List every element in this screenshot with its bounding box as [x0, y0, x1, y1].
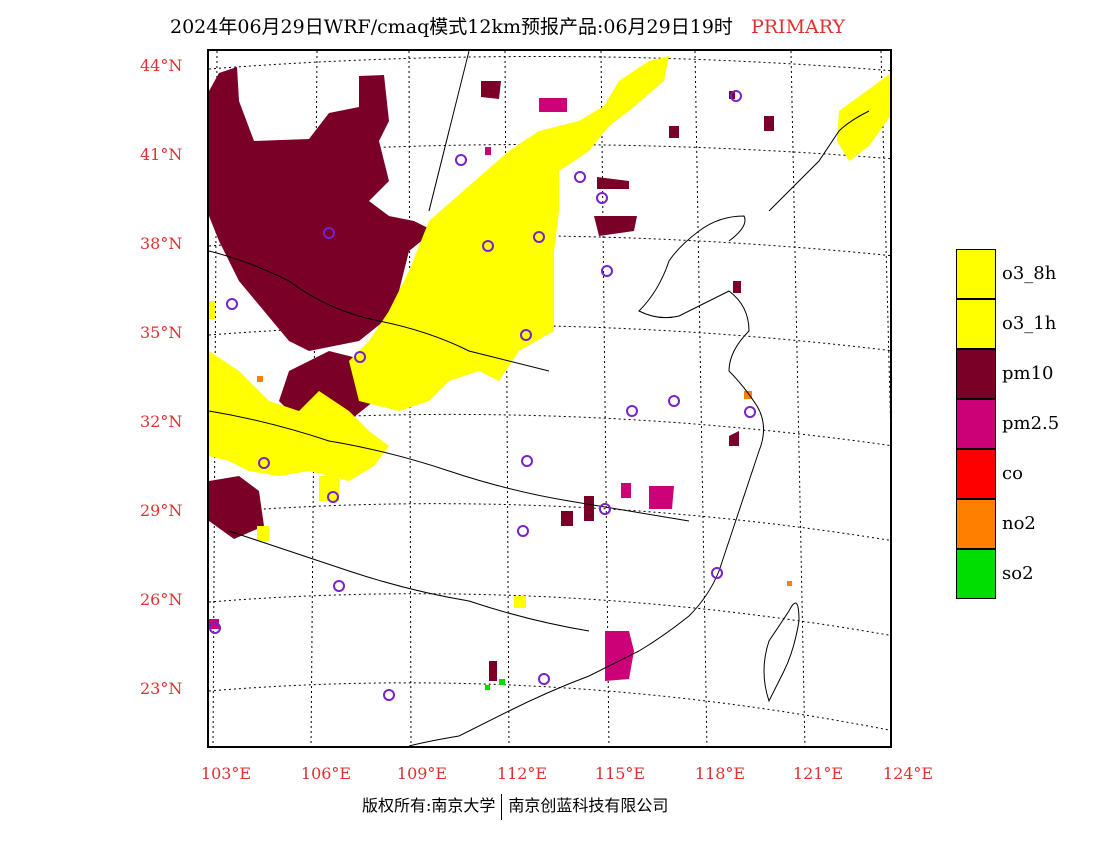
legend-label: o3_1h	[1002, 313, 1057, 334]
city-markers	[209, 90, 756, 701]
lat-label-23: 23°N	[140, 679, 183, 698]
boundaries	[209, 51, 870, 746]
legend-label: o3_8h	[1002, 263, 1057, 284]
lat-label-44: 44°N	[140, 56, 183, 75]
lon-label-121: 121°E	[792, 764, 844, 783]
legend-swatch	[956, 399, 996, 449]
lat-label-38: 38°N	[140, 234, 183, 253]
legend-swatch	[956, 499, 996, 549]
legend-item-co: co	[956, 449, 1076, 499]
so2-spot	[499, 679, 505, 685]
copyright-footer: 版权所有:南京大学 南京创蓝科技有限公司	[362, 792, 668, 820]
legend-swatch	[956, 549, 996, 599]
legend-swatch	[956, 449, 996, 499]
no2-spot	[744, 391, 752, 399]
title-tag: PRIMARY	[750, 16, 846, 38]
legend-swatch	[956, 349, 996, 399]
legend-label: pm2.5	[1002, 413, 1060, 434]
legend-label: no2	[1002, 513, 1036, 534]
pm25-region	[209, 98, 674, 681]
pollutant-legend: o3_8h o3_1h pm10 pm2.5 co no2 so2	[956, 249, 1076, 599]
lon-label-109: 109°E	[396, 764, 448, 783]
map-canvas	[209, 51, 890, 746]
title-main: 2024年06月29日WRF/cmaq模式12km预报产品:06月29日19时	[170, 16, 733, 38]
lat-label-41: 41°N	[140, 145, 183, 164]
legend-label: co	[1002, 463, 1023, 484]
lon-label-124: 124°E	[882, 764, 934, 783]
footer-divider	[501, 793, 503, 820]
copyright-text: 版权所有:南京大学	[362, 796, 496, 815]
legend-item-so2: so2	[956, 549, 1076, 599]
lat-label-26: 26°N	[140, 590, 183, 609]
forecast-map	[207, 49, 892, 748]
o3-region	[209, 56, 890, 608]
legend-item-no2: no2	[956, 499, 1076, 549]
lat-label-35: 35°N	[140, 323, 183, 342]
lon-label-103: 103°E	[200, 764, 252, 783]
lon-label-112: 112°E	[496, 764, 548, 783]
no2-spot	[787, 581, 792, 586]
legend-item-o3-1h: o3_1h	[956, 299, 1076, 349]
company-text: 南京创蓝科技有限公司	[508, 796, 669, 815]
map-title: 2024年06月29日WRF/cmaq模式12km预报产品:06月29日19时 …	[170, 12, 845, 39]
legend-label: so2	[1002, 563, 1034, 584]
no2-spot	[257, 376, 263, 382]
lon-label-118: 118°E	[694, 764, 746, 783]
lon-label-115: 115°E	[594, 764, 646, 783]
legend-item-pm25: pm2.5	[956, 399, 1076, 449]
lat-label-32: 32°N	[140, 412, 183, 431]
legend-item-o3-8h: o3_8h	[956, 249, 1076, 299]
lat-label-29: 29°N	[140, 501, 183, 520]
lon-label-106: 106°E	[300, 764, 352, 783]
legend-swatch	[956, 299, 996, 349]
legend-swatch	[956, 249, 996, 299]
legend-label: pm10	[1002, 363, 1054, 384]
legend-item-pm10: pm10	[956, 349, 1076, 399]
so2-spot	[485, 685, 490, 690]
